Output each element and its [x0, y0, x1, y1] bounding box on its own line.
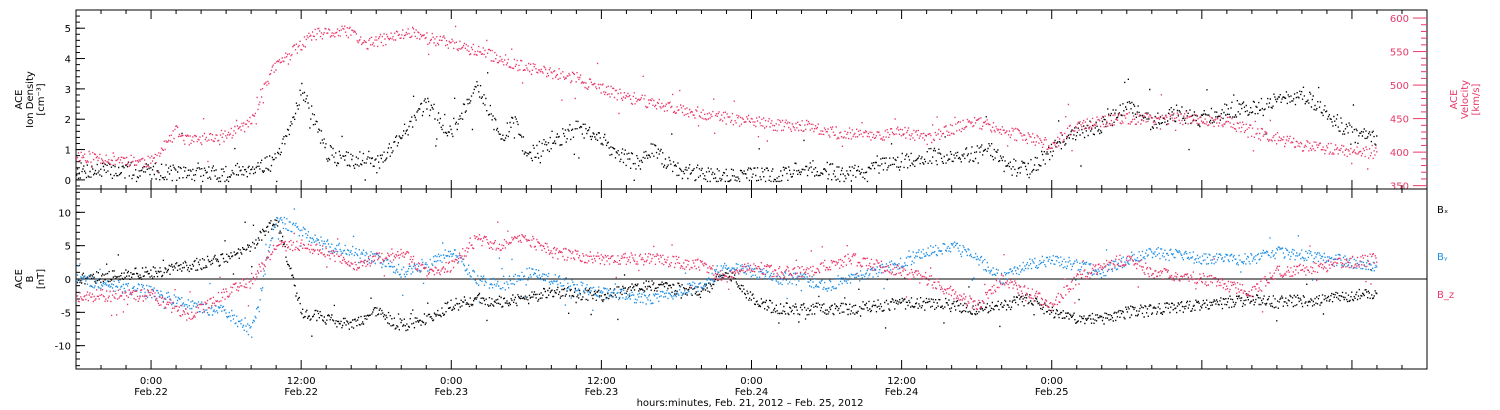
- legend-bx: Bₓ: [1437, 205, 1448, 216]
- xtick-date-label: Feb.23: [585, 387, 619, 398]
- xtick-date-label: Feb.25: [1035, 387, 1069, 398]
- b-axis-ytick-label: -10: [55, 342, 71, 353]
- b-axis-ytick-label: -5: [61, 308, 71, 319]
- xtick-time-label: 0:00: [1040, 376, 1062, 387]
- bz-series: [76, 221, 1378, 321]
- density-axis-ylabel-line: Ion Density: [25, 71, 36, 128]
- xtick-time-label: 0:00: [440, 376, 462, 387]
- velocity-axis-rtick-label: 600: [1390, 14, 1409, 25]
- velocity-axis-rtick-label: 400: [1390, 148, 1409, 159]
- density-axis-ytick-label: 4: [65, 55, 71, 66]
- xtick-time-label: 0:00: [740, 376, 762, 387]
- xtick-time-label: 12:00: [287, 376, 316, 387]
- x-axis: 0:00Feb.2212:00Feb.220:00Feb.2312:00Feb.…: [134, 376, 1068, 398]
- b-axis-ytick-label: 0: [65, 275, 71, 286]
- xtick-time-label: 12:00: [587, 376, 616, 387]
- b-axis-ytick-label: 5: [65, 242, 71, 253]
- density-axis-ytick-label: 5: [65, 24, 71, 35]
- velocity-axis-rlabel-line: [km/s]: [1471, 83, 1482, 115]
- b-axis-ylabel-line: [nT]: [36, 269, 47, 289]
- x-axis-label: hours:minutes, Feb. 21, 2012 – Feb. 25, …: [637, 398, 864, 409]
- xtick-date-label: Feb.24: [885, 387, 919, 398]
- velocity-axis-rlabel-line: ACE: [1449, 90, 1460, 110]
- density-axis-ylabel-line: [cm⁻³]: [36, 83, 47, 115]
- velocity-axis-rtick-label: 450: [1390, 115, 1409, 126]
- bx-series: [76, 219, 1378, 337]
- xtick-date-label: Feb.23: [434, 387, 468, 398]
- legend-bz: B_z: [1437, 290, 1454, 301]
- velocity-series: [76, 25, 1378, 174]
- velocity-axis-rtick-label: 500: [1390, 81, 1409, 92]
- density-axis-ytick-label: 3: [65, 85, 71, 96]
- density-axis-ylabel-line: ACE: [14, 90, 25, 110]
- b-axis-ylabel-line: B: [25, 275, 36, 282]
- velocity-axis-rtick-label: 350: [1390, 182, 1409, 193]
- legend-by: Bᵧ: [1437, 252, 1448, 263]
- density-axis-ytick-label: 0: [65, 176, 71, 187]
- xtick-time-label: 12:00: [887, 376, 916, 387]
- b-axis-ylabel-line: ACE: [14, 269, 25, 289]
- xtick-date-label: Feb.24: [735, 387, 769, 398]
- velocity-axis-rtick-label: 550: [1390, 48, 1409, 59]
- b-axis-ytick-label: 10: [58, 208, 71, 219]
- bottom-panel: -10 -5 0 5 10 ACE B [nT] Bₓ Bᵧ B_z: [14, 188, 1454, 370]
- xtick-time-label: 0:00: [140, 376, 162, 387]
- density-axis-ytick-label: 2: [65, 115, 71, 126]
- top-panel-frame: [75, 9, 1428, 190]
- xtick-date-label: Feb.22: [134, 387, 168, 398]
- density-series: [76, 72, 1378, 183]
- density-axis-ytick-label: 1: [65, 146, 71, 157]
- xtick-date-label: Feb.22: [284, 387, 318, 398]
- velocity-axis-rlabel-line: Velocity: [1460, 80, 1471, 119]
